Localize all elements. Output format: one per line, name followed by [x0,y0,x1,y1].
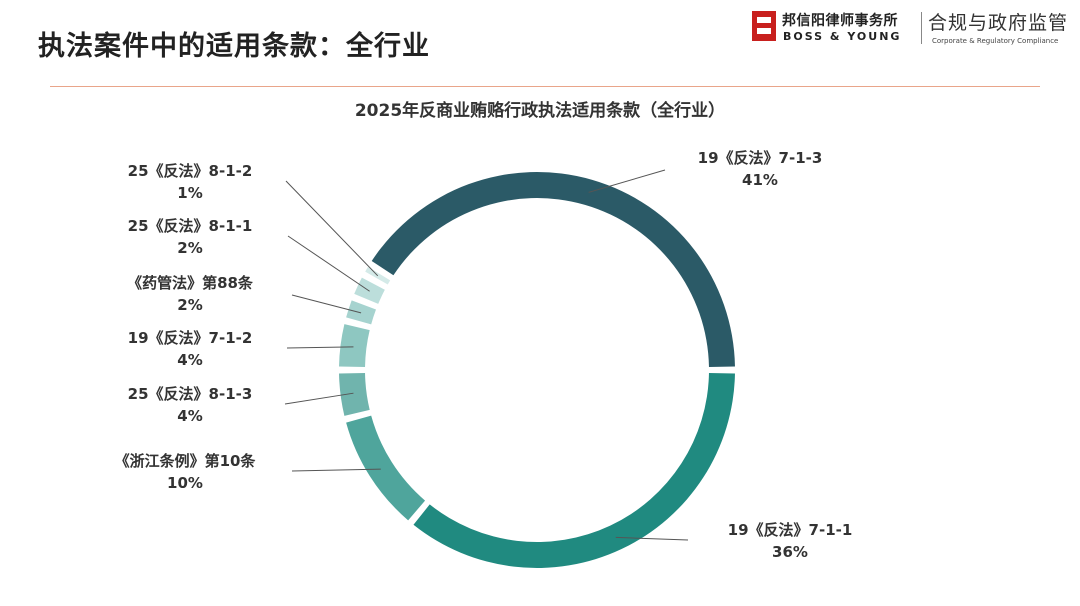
boss-young-logo-mark-icon [752,11,776,41]
logo-chinese-name: 邦信阳律师事务所 [782,13,898,29]
slice-labels: 19《反法》7-1-1 36% 《浙江条例》第10条 10% 25《反法》8-1-3 4%… [115,149,853,561]
logo-english-name: BOSS & YOUNG [783,30,902,43]
leader-lines [284,169,689,541]
slice-name-label: 《药管法》第88条 [127,274,254,292]
slice-percent-label: 36% [772,543,808,561]
slice-name-label: 19《反法》7-1-3 [698,149,823,167]
leader-line [291,468,381,472]
leader-line [286,346,354,349]
boss-young-logo: 邦信阳律师事务所 BOSS & YOUNG [752,10,912,46]
slide-title: 执法案件中的适用条款：全行业 [38,31,430,62]
compliance-brand-en: Corporate & Regulatory Compliance [932,37,1059,45]
donut-slice [371,171,735,367]
donut-slices [339,171,735,569]
header-divider-line [50,86,1040,87]
compliance-brand-cn: 合规与政府监管 [928,12,1069,34]
slice-percent-label: 10% [167,474,203,492]
chart-title: 2025年反商业贿赂行政执法适用条款（全行业） [354,101,726,121]
slice-name-label: 19《反法》7-1-1 [728,521,853,539]
slice-name-label: 25《反法》8-1-3 [128,385,253,403]
leader-line [291,294,362,314]
slice-percent-label: 2% [177,239,202,257]
slice-name-label: 19《反法》7-1-2 [128,329,253,347]
slice-name-label: 25《反法》8-1-1 [128,217,253,235]
leader-line [588,169,666,193]
compliance-brand: 合规与政府监管 Corporate & Regulatory Complianc… [928,8,1068,45]
slice-percent-label: 41% [742,171,778,189]
slice-percent-label: 4% [177,407,202,425]
slice-name-label: 《浙江条例》第10条 [115,452,257,470]
donut-slice [346,415,426,521]
leader-line [287,235,370,292]
leader-line [284,392,354,405]
slice-percent-label: 4% [177,351,202,369]
slice-percent-label: 2% [177,296,202,314]
donut-slice [339,373,370,416]
leader-line [615,536,689,541]
logo-divider [921,12,922,44]
slice-name-label: 25《反法》8-1-2 [128,162,253,180]
donut-slice [413,373,735,569]
slice-percent-label: 1% [177,184,202,202]
donut-slice [339,324,370,367]
leader-line [285,180,379,277]
